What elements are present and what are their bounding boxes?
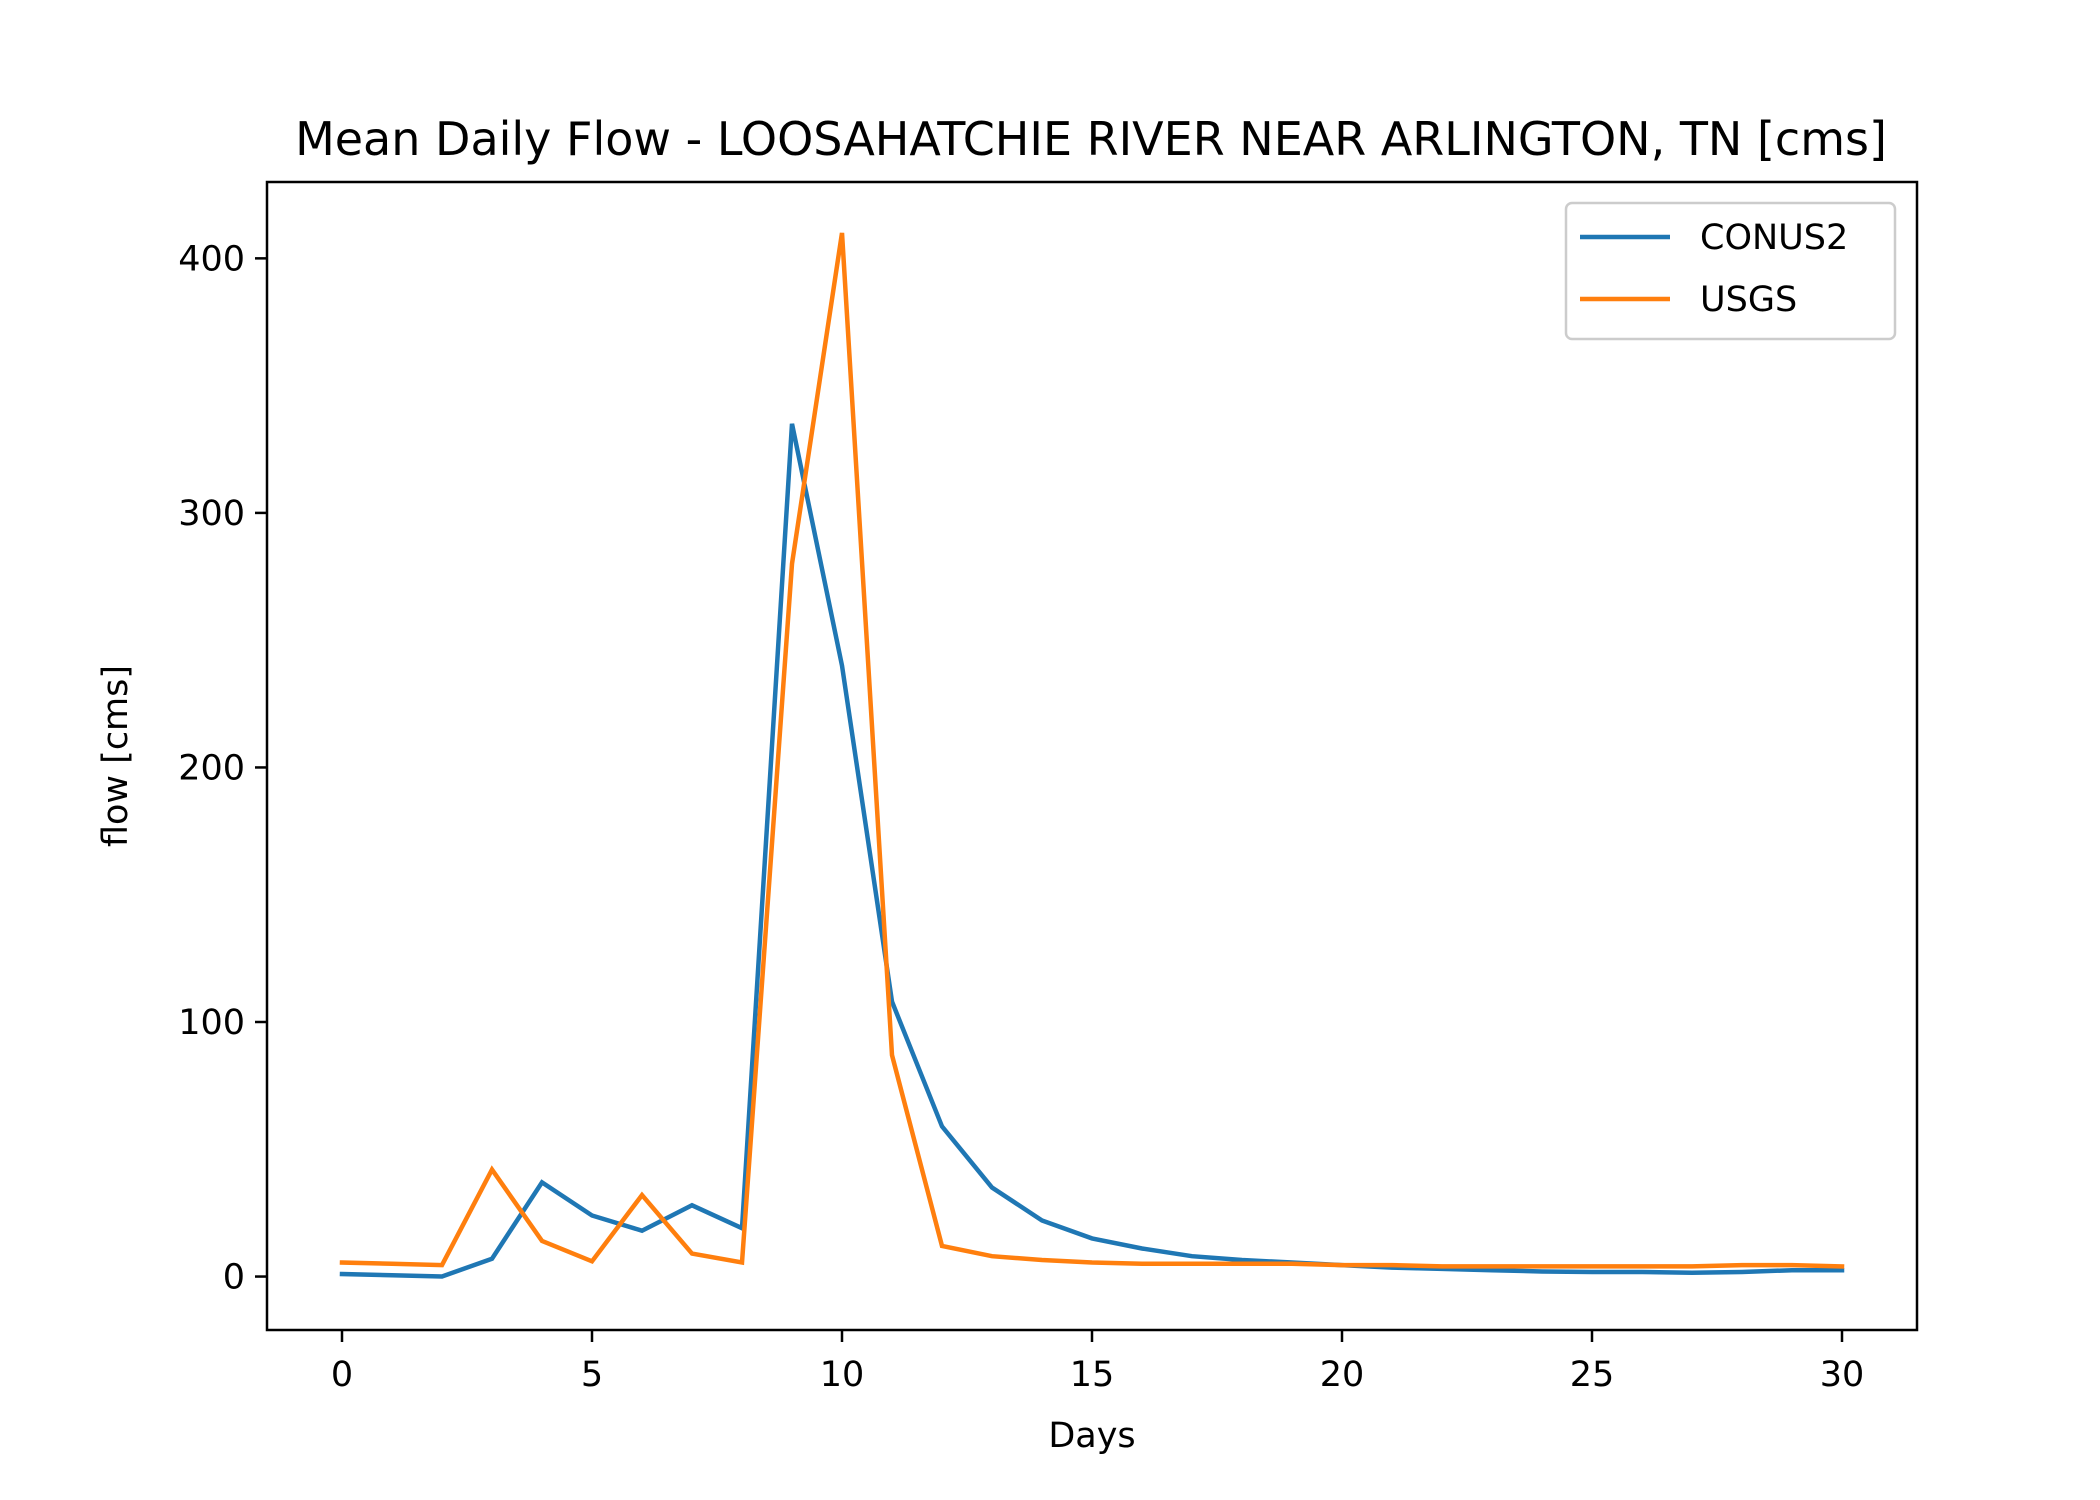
chart-title: Mean Daily Flow - LOOSAHATCHIE RIVER NEA… — [295, 112, 1887, 166]
x-tick-label: 5 — [581, 1355, 603, 1395]
y-tick-label: 100 — [178, 1003, 245, 1043]
legend-label-conus2: CONUS2 — [1700, 218, 1848, 258]
y-tick-label: 400 — [178, 239, 245, 279]
x-axis-label: Days — [1048, 1416, 1135, 1456]
y-axis-label: flow [cms] — [96, 665, 136, 847]
series-line-usgs — [339, 232, 1845, 1269]
x-tick-label: 0 — [331, 1355, 353, 1395]
x-tick-label: 30 — [1820, 1355, 1865, 1395]
y-tick-label: 0 — [223, 1258, 245, 1298]
x-tick-label: 10 — [820, 1355, 865, 1395]
x-tick-label: 15 — [1070, 1355, 1115, 1395]
y-axis: 0 100 200 300 400 — [178, 239, 267, 1298]
x-tick-label: 20 — [1320, 1355, 1365, 1395]
legend-label-usgs: USGS — [1700, 280, 1797, 320]
x-axis: 0 5 10 15 20 25 30 — [331, 1330, 1864, 1395]
x-tick-label: 25 — [1570, 1355, 1615, 1395]
y-tick-label: 200 — [178, 748, 245, 788]
plot-frame — [265, 180, 1919, 1332]
series-line-conus2 — [339, 423, 1845, 1279]
series-layer — [339, 232, 1845, 1279]
y-tick-label: 300 — [178, 494, 245, 534]
legend: CONUS2 USGS — [1564, 201, 1897, 341]
